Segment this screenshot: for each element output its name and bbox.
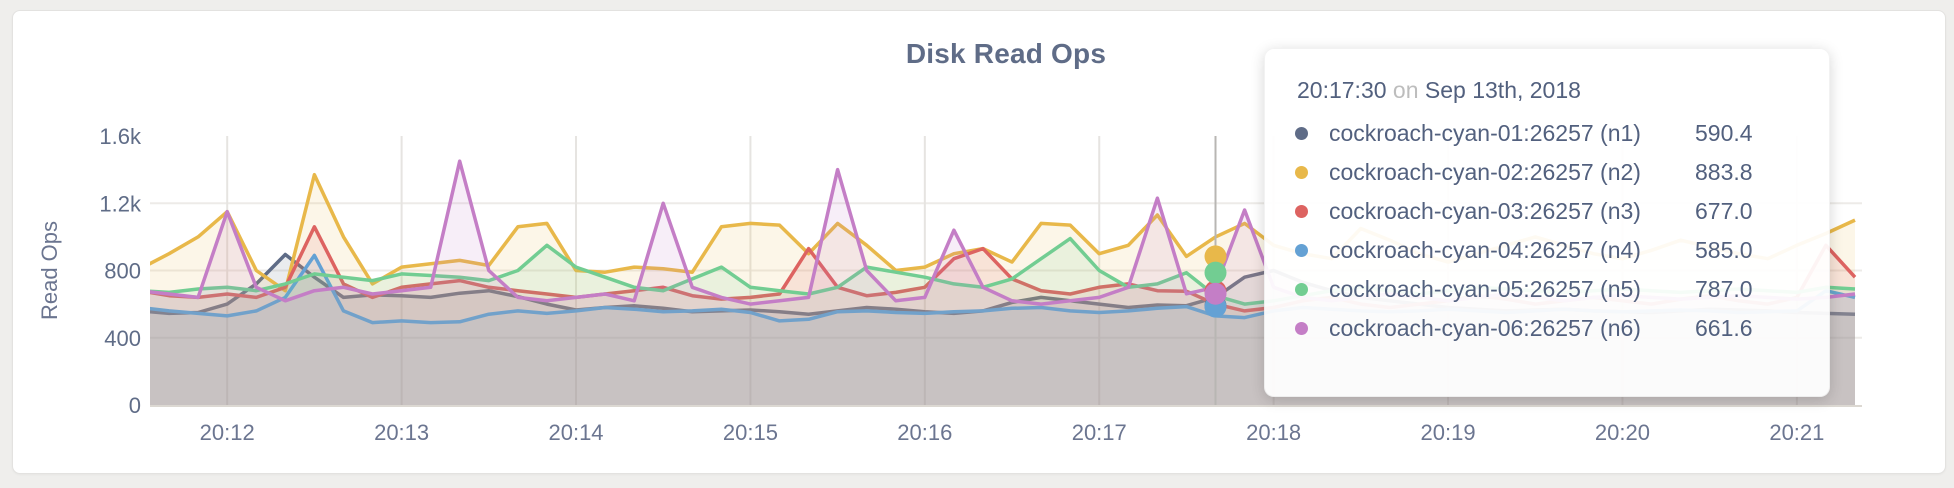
tooltip-header: 20:17:30 on Sep 13th, 2018: [1297, 77, 1799, 104]
series-color-dot: [1295, 127, 1308, 140]
hover-dot: [1204, 245, 1227, 268]
hover-dot: [1204, 261, 1227, 284]
series-color-dot: [1295, 205, 1308, 218]
x-tick-label: 20:19: [1421, 420, 1476, 445]
series-value: 883.8: [1695, 159, 1753, 185]
tooltip-series-row: cockroach-cyan-04:26257 (n4) 585.0: [1295, 231, 1799, 270]
tooltip-date: Sep 13th, 2018: [1424, 77, 1581, 103]
series-label: cockroach-cyan-01:26257 (n1): [1329, 120, 1641, 146]
x-tick-label: 20:12: [200, 420, 255, 445]
series-value: 585.0: [1695, 237, 1753, 263]
hover-tooltip: 20:17:30 on Sep 13th, 2018 cockroach-cya…: [1264, 48, 1830, 397]
y-tick-label: 0: [129, 393, 141, 418]
tooltip-series-row: cockroach-cyan-01:26257 (n1) 590.4: [1295, 114, 1799, 153]
x-tick-label: 20:21: [1769, 420, 1824, 445]
tooltip-series-row: cockroach-cyan-02:26257 (n2) 883.8: [1295, 153, 1799, 192]
y-tick-label: 400: [104, 326, 141, 351]
series-value: 787.0: [1695, 276, 1753, 302]
tooltip-series-row: cockroach-cyan-06:26257 (n6) 661.6: [1295, 309, 1799, 348]
y-axis-title: Read Ops: [37, 221, 62, 320]
y-tick-label: 1.2k: [99, 191, 142, 216]
x-tick-label: 20:17: [1072, 420, 1127, 445]
x-tick-label: 20:15: [723, 420, 778, 445]
series-value: 661.6: [1695, 315, 1753, 341]
tooltip-series-row: cockroach-cyan-03:26257 (n3) 677.0: [1295, 192, 1799, 231]
series-color-dot: [1295, 244, 1308, 257]
hover-dot: [1204, 282, 1227, 305]
series-value: 590.4: [1695, 120, 1753, 146]
axis-labels: 20:12 20:13 20:14 20:15 20:16 20:17 20:18 20:19…: [37, 124, 1824, 445]
tooltip-time: 20:17:30: [1297, 77, 1387, 103]
chart-title: Disk Read Ops: [905, 38, 1107, 69]
series-value: 677.0: [1695, 198, 1753, 224]
series-label: cockroach-cyan-02:26257 (n2): [1329, 159, 1641, 185]
series-label: cockroach-cyan-03:26257 (n3): [1329, 198, 1641, 224]
series-label: cockroach-cyan-05:26257 (n5): [1329, 276, 1641, 302]
y-tick-label: 800: [104, 259, 141, 284]
x-tick-label: 20:18: [1246, 420, 1301, 445]
series-label: cockroach-cyan-04:26257 (n4): [1329, 237, 1641, 263]
series-label: cockroach-cyan-06:26257 (n6): [1329, 315, 1641, 341]
x-tick-label: 20:20: [1595, 420, 1650, 445]
x-tick-label: 20:16: [897, 420, 952, 445]
x-tick-label: 20:13: [374, 420, 429, 445]
hover-group: [1204, 136, 1227, 405]
y-tick-label: 1.6k: [99, 124, 142, 149]
series-color-dot: [1295, 166, 1308, 179]
tooltip-series-row: cockroach-cyan-05:26257 (n5) 787.0: [1295, 270, 1799, 309]
x-tick-label: 20:14: [548, 420, 603, 445]
series-color-dot: [1295, 283, 1308, 296]
tooltip-rows: cockroach-cyan-01:26257 (n1) 590.4 cockroa…: [1295, 114, 1799, 348]
tooltip-conjunction: on: [1392, 77, 1419, 103]
series-color-dot: [1295, 322, 1308, 335]
